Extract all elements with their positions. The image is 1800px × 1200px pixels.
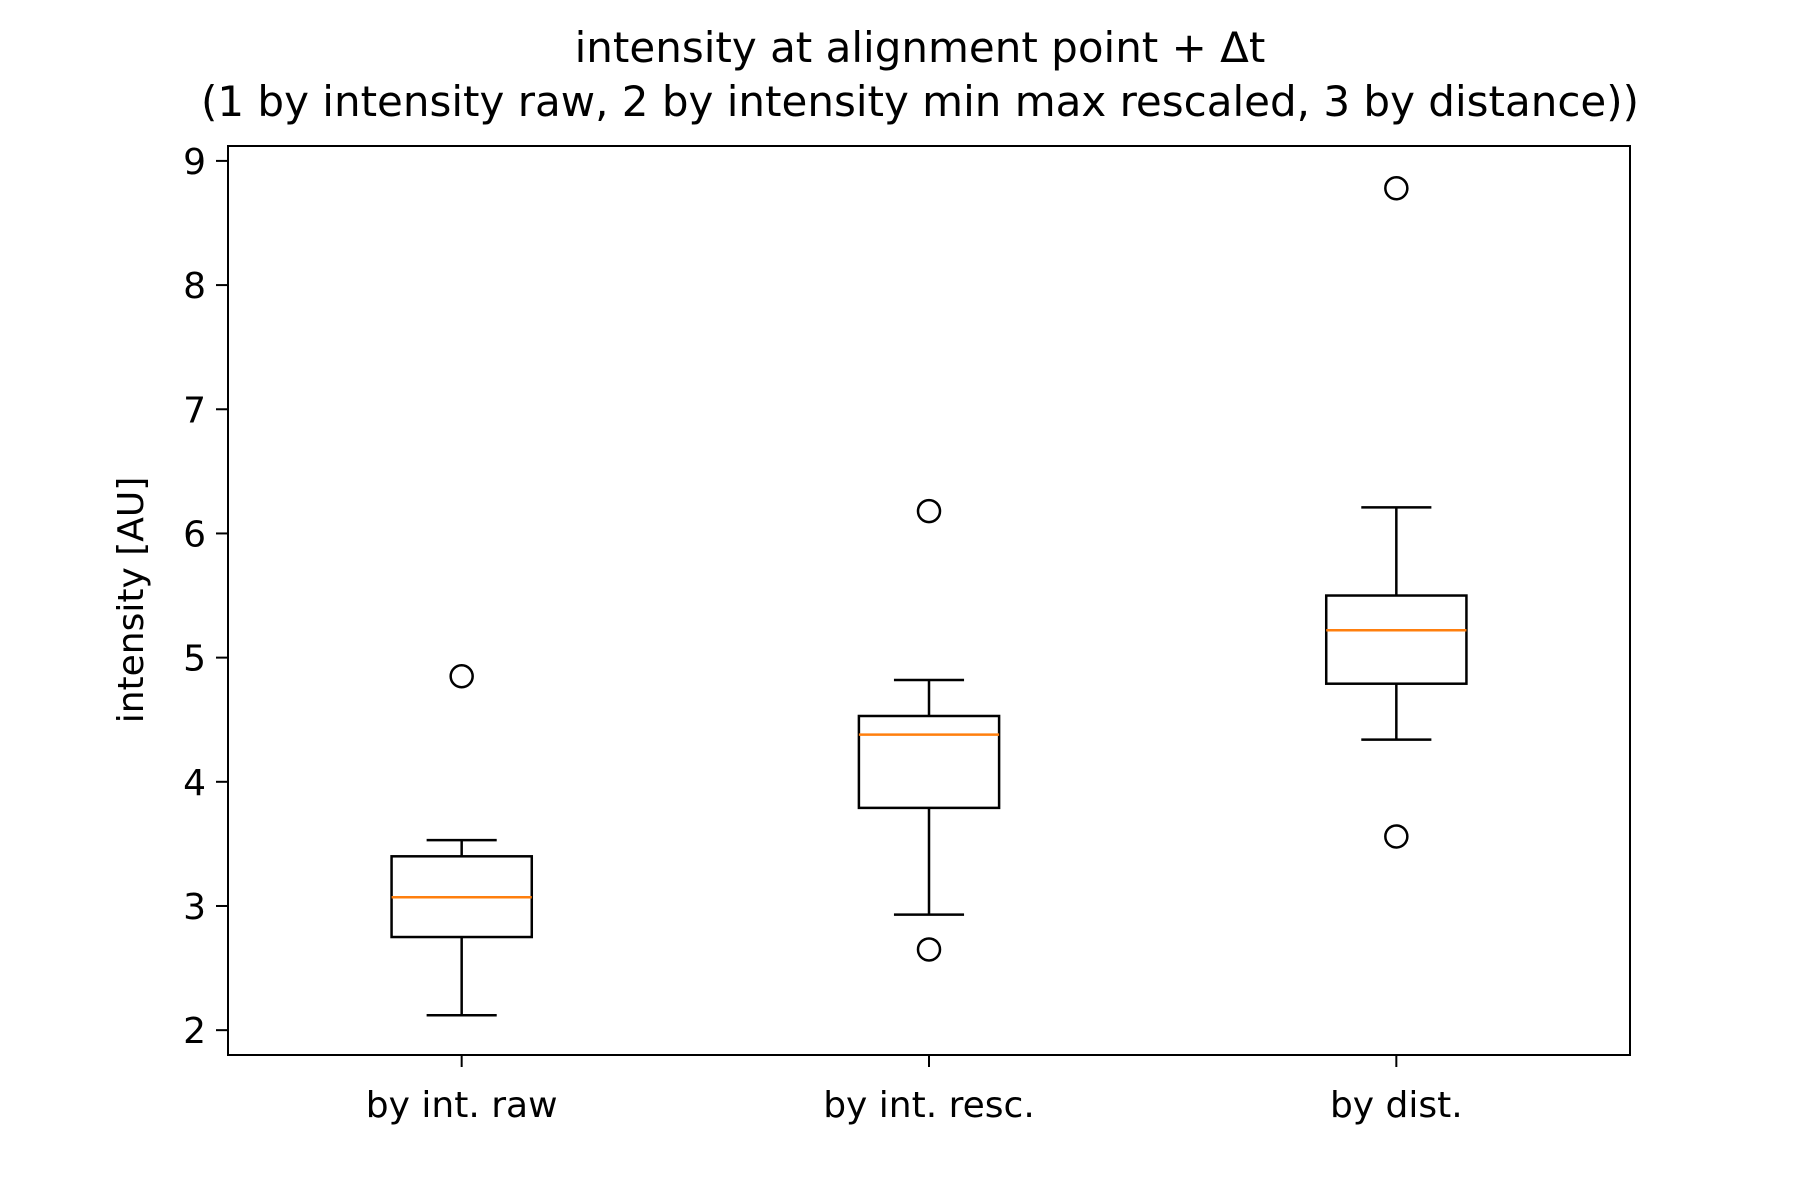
plot-area: 2 3 4 5 6 7 8 9 by int. raw by int. resc. by dist. — [183, 142, 1631, 1126]
y-tick-label: 3 — [183, 887, 206, 928]
x-tick-label: by int. raw — [366, 1085, 558, 1126]
box-group: by int. raw — [366, 664, 558, 1126]
y-axis-label: intensity [AU] — [111, 477, 152, 724]
y-tick-label: 7 — [183, 390, 206, 431]
chart-subtitle: (1 by intensity raw, 2 by intensity min … — [201, 77, 1639, 126]
plot-frame — [227, 145, 1631, 1056]
box-group: by dist. — [1324, 175, 1468, 1126]
y-tick-label: 4 — [183, 763, 206, 804]
outlier-point — [1384, 824, 1409, 849]
y-tick-label: 2 — [183, 1011, 206, 1052]
x-tick-label: by dist. — [1330, 1085, 1463, 1126]
outlier-point — [1384, 175, 1409, 201]
y-tick-label: 8 — [183, 266, 206, 307]
x-tick-label: by int. resc. — [823, 1085, 1035, 1126]
outlier-point — [449, 664, 474, 689]
outlier-point — [916, 498, 942, 524]
iqr-box — [857, 714, 1001, 810]
box-group: by int. resc. — [823, 498, 1035, 1126]
y-tick-label: 6 — [183, 514, 206, 555]
outlier-point — [916, 937, 942, 962]
y-tick-label: 9 — [183, 142, 206, 183]
iqr-box — [1324, 594, 1468, 685]
y-tick-label: 5 — [183, 639, 206, 680]
chart-title: intensity at alignment point + Δt — [575, 23, 1266, 72]
